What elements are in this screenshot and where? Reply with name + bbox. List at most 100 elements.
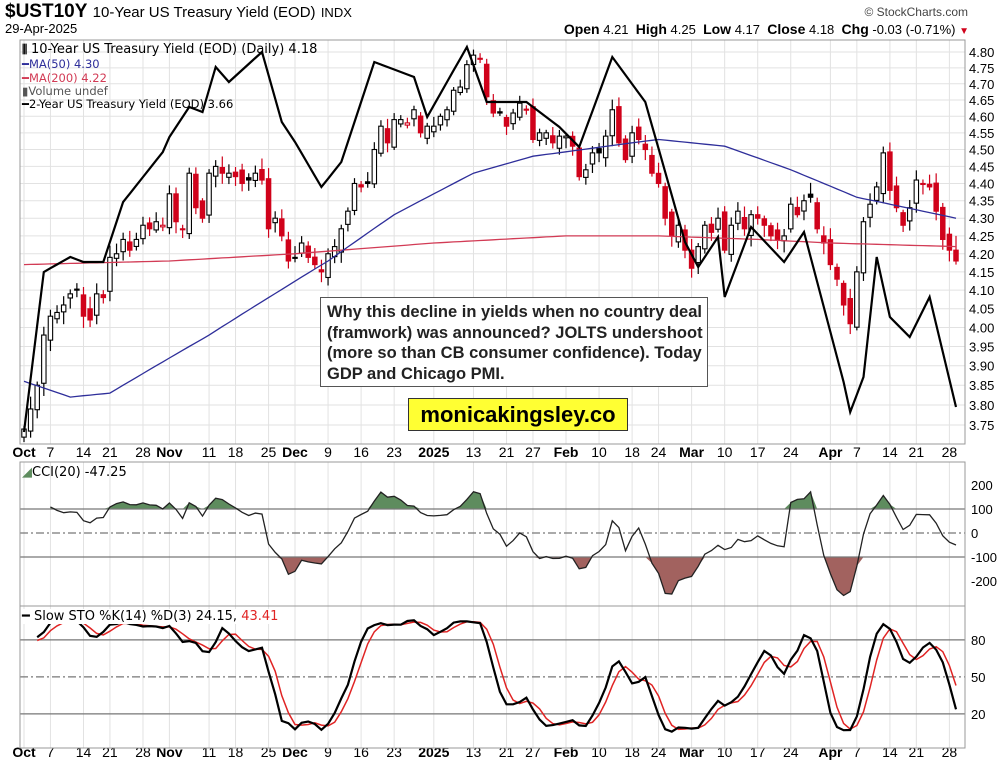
candle-body [814, 202, 820, 230]
candle-body [358, 184, 364, 188]
candle-body [675, 224, 682, 243]
line-swatch-icon: ━ [22, 57, 29, 71]
y-tick-label: 3.80 [969, 398, 994, 413]
candle-body [113, 253, 120, 259]
candle-body [54, 311, 60, 320]
x-tick-label: 23 [386, 744, 402, 760]
x-tick-label: 10 [717, 444, 733, 460]
x-tick-label: 9 [324, 744, 332, 760]
candle-body [834, 266, 840, 280]
candle-body [34, 384, 40, 411]
candle-body [384, 128, 391, 144]
y-tick-label: 4.05 [969, 302, 994, 317]
y-tick-label: 4.65 [969, 93, 994, 108]
candle-body [794, 206, 801, 216]
y-tick-label: 4.30 [969, 211, 994, 226]
cci-area-icon: ◢ [22, 465, 32, 480]
security-name: 10-Year US Treasury Yield (EOD) [92, 4, 316, 21]
candle-body [199, 200, 206, 219]
chart-title: $UST10Y 10-Year US Treasury Yield (EOD) … [5, 1, 352, 23]
candle-body [450, 89, 457, 112]
candle-body [867, 203, 873, 218]
y-tick-label: 4.10 [969, 283, 994, 298]
candle-body [550, 135, 556, 144]
x-tick-label: 21 [499, 744, 515, 760]
candle-body [431, 125, 437, 133]
candle-body [140, 224, 146, 240]
candle-body [226, 172, 232, 178]
y-tick-label: 4.60 [969, 109, 994, 124]
two-year-line [22, 44, 958, 433]
exchange: INDX [320, 5, 352, 20]
candle-body [880, 152, 887, 195]
x-tick-label: 9 [324, 444, 332, 460]
candle-body [735, 210, 741, 224]
cci-tick-label: -200 [971, 574, 997, 589]
candle-body [404, 122, 411, 126]
candle-body [556, 135, 563, 149]
candle-body [616, 106, 622, 144]
candle-body [510, 112, 516, 125]
x-tick-label: 10 [717, 744, 733, 760]
chg-label: Chg [841, 21, 869, 37]
x-tick-label: 24 [651, 444, 667, 460]
candle-body [371, 148, 378, 185]
candle-body [801, 200, 807, 212]
candle-body [146, 222, 153, 230]
candle-body [464, 64, 470, 90]
candle-body [860, 221, 867, 274]
cci-legend: ◢CCI(20) -47.25 [22, 465, 127, 480]
x-tick-label: 23 [386, 444, 402, 460]
candle-body [900, 212, 906, 226]
x-tick-label: 21 [499, 444, 515, 460]
y-tick-label: 4.20 [969, 247, 994, 262]
candle-body [589, 152, 596, 165]
candlestick-icon: ⫼ [22, 42, 28, 56]
candle-body [807, 193, 814, 198]
watermark: © StockCharts.com [864, 5, 968, 19]
candle-body [516, 102, 523, 118]
candle-body [160, 224, 166, 228]
x-tick-label: 16 [353, 744, 369, 760]
x-tick-label: Dec [282, 744, 308, 760]
candle-body [893, 185, 900, 209]
x-tick-label: 21 [909, 444, 925, 460]
x-tick-label: 18 [228, 444, 244, 460]
legend-2y-label: 2-Year US Treasury Yield (EOD) 3.66 [28, 97, 234, 111]
candle-body [827, 239, 834, 266]
candle-body [649, 154, 655, 174]
x-tick-label: 21 [102, 444, 118, 460]
x-tick-label: 24 [783, 744, 799, 760]
candle-body [179, 228, 186, 231]
candle-body [219, 166, 226, 174]
annotation-box: Why this decline in yields when no count… [320, 297, 708, 387]
sto-d-line [36, 620, 957, 731]
legend-ma200-label: MA(200) 4.22 [28, 71, 107, 85]
candle-body [364, 181, 371, 185]
candle-body [252, 172, 259, 181]
x-tick-label: Nov [156, 744, 183, 760]
candle-body [953, 249, 959, 262]
candle-body [107, 256, 113, 292]
x-tick-label: Dec [282, 444, 308, 460]
x-tick-label: 10 [591, 444, 607, 460]
x-tick-label: 14 [76, 444, 92, 460]
candle-body [417, 115, 424, 134]
candle-body [100, 294, 107, 299]
x-tick-label: Mar [679, 444, 704, 460]
y-tick-label: 4.70 [969, 77, 994, 92]
x-tick-label: 18 [228, 744, 244, 760]
symbol: $UST10Y [5, 1, 88, 22]
candle-body [411, 109, 417, 120]
low-value: 4.17 [734, 22, 760, 37]
candle-body [212, 165, 219, 177]
candle-body [576, 147, 582, 178]
candle-body [768, 225, 774, 237]
candle-body [708, 223, 715, 233]
x-tick-label: 11 [202, 444, 217, 460]
sto-legend: ━ Slow STO %K(14) %D(3) 24.15, 43.41 [22, 609, 279, 624]
candle-body [41, 334, 47, 384]
candle-body [186, 172, 192, 235]
